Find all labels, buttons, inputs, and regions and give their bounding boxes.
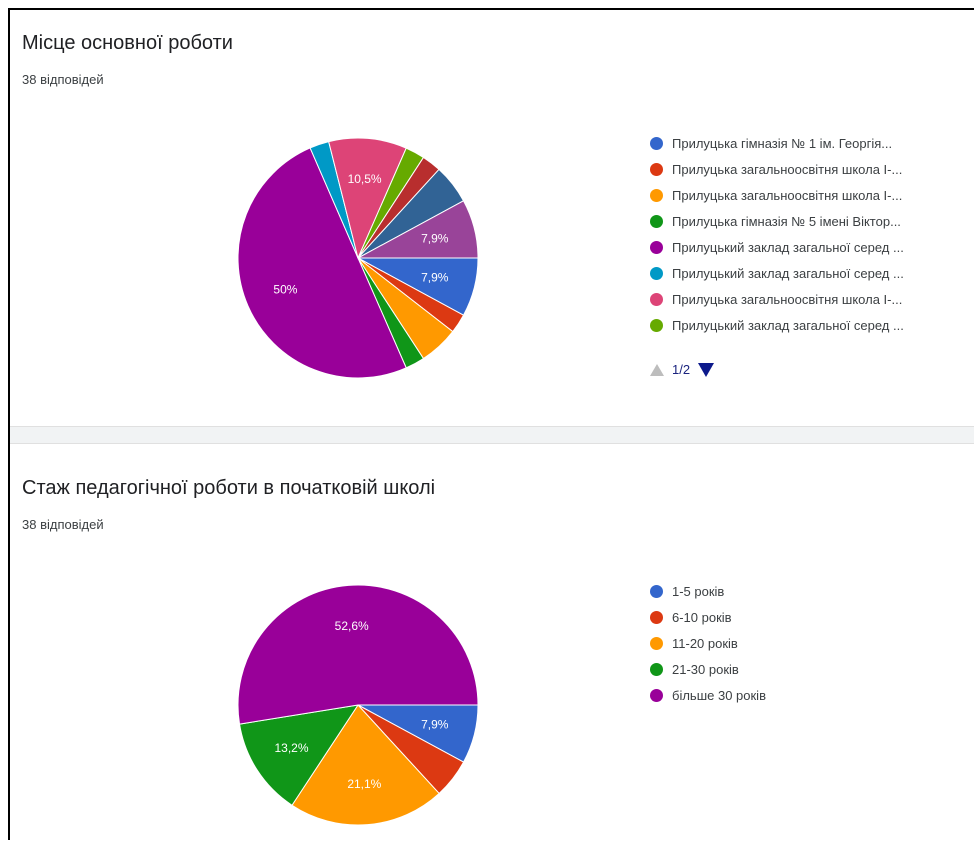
- response-count: 38 відповідей: [22, 517, 104, 532]
- legend-item[interactable]: Прилуцька загальноосвітня школа І-...: [650, 156, 968, 182]
- slice-label: 52,6%: [335, 619, 369, 633]
- legend-workplace: Прилуцька гімназія № 1 ім. Георгія... При…: [650, 130, 968, 338]
- slice-label: 13,2%: [274, 741, 308, 755]
- legend-label: 6-10 років: [672, 609, 732, 625]
- legend-item[interactable]: 11-20 років: [650, 630, 968, 656]
- legend-item[interactable]: Прилуцький заклад загальної серед ...: [650, 234, 968, 260]
- slice-label: 7,9%: [421, 232, 449, 246]
- legend-label: Прилуцька гімназія № 1 ім. Георгія...: [672, 135, 893, 151]
- legend-swatch: [650, 136, 663, 150]
- pager-next-icon[interactable]: [698, 362, 715, 377]
- legend-swatch: [650, 636, 663, 650]
- legend-swatch: [650, 662, 663, 676]
- legend-swatch: [650, 610, 663, 624]
- chart-card-workplace: Місце основної роботи 38 відповідей 7,9%…: [10, 10, 974, 426]
- legend-swatch: [650, 318, 663, 332]
- legend-swatch: [650, 162, 663, 176]
- legend-label: Прилуцька загальноосвітня школа І-...: [672, 291, 903, 307]
- legend-item[interactable]: 21-30 років: [650, 656, 968, 682]
- legend-item[interactable]: Прилуцька загальноосвітня школа І-...: [650, 286, 968, 312]
- pager-page: 1/2: [672, 362, 691, 377]
- legend-swatch: [650, 214, 663, 228]
- legend-label: Прилуцька гімназія № 5 імені Віктор...: [672, 213, 901, 229]
- pie-slice[interactable]: [357, 200, 479, 259]
- legend-swatch: [650, 584, 663, 598]
- legend-label: Прилуцький заклад загальної серед ...: [672, 239, 904, 255]
- card-separator: [10, 426, 974, 444]
- legend-item[interactable]: 6-10 років: [650, 604, 968, 630]
- chart-title: Місце основної роботи: [22, 32, 233, 54]
- slice-label: 50%: [273, 283, 297, 297]
- slice-label: 21,1%: [347, 777, 381, 791]
- legend-swatch: [650, 240, 663, 254]
- legend-label: Прилуцька загальноосвітня школа І-...: [672, 187, 903, 203]
- response-count: 38 відповідей: [22, 72, 104, 87]
- page-frame: [8, 8, 974, 840]
- pie-slice[interactable]: [237, 584, 479, 725]
- legend-item[interactable]: більше 30 років: [650, 682, 968, 708]
- slice-label: 7,9%: [421, 717, 449, 731]
- legend-item[interactable]: Прилуцький заклад загальної серед ...: [650, 312, 968, 338]
- legend-label: Прилуцький заклад загальної серед ...: [672, 317, 904, 333]
- legend-swatch: [650, 188, 663, 202]
- chart-card-experience: Стаж педагогічної роботи в початковій шк…: [10, 443, 974, 840]
- legend-swatch: [650, 688, 663, 702]
- legend-label: більше 30 років: [672, 687, 766, 703]
- legend-label: Прилуцький заклад загальної серед ...: [672, 265, 904, 281]
- pie-slice[interactable]: [291, 704, 440, 826]
- legend-item[interactable]: Прилуцька загальноосвітня школа І-...: [650, 182, 968, 208]
- slice-label: 10,5%: [348, 172, 382, 186]
- legend-pager: 1/2: [650, 362, 715, 377]
- legend-experience: 1-5 років 6-10 років 11-20 років 21-30 рокі…: [650, 578, 968, 708]
- pie-slice[interactable]: [328, 137, 407, 260]
- legend-item[interactable]: Прилуцький заклад загальної серед ...: [650, 260, 968, 286]
- legend-item[interactable]: Прилуцька гімназія № 1 ім. Георгія...: [650, 130, 968, 156]
- legend-swatch: [650, 292, 663, 306]
- legend-label: Прилуцька загальноосвітня школа І-...: [672, 161, 903, 177]
- pie-chart-workplace: 7,9% 50% 10,5% 7,9%: [237, 137, 479, 379]
- legend-label: 21-30 років: [672, 661, 739, 677]
- legend-label: 1-5 років: [672, 583, 725, 599]
- pie-slice[interactable]: [237, 147, 407, 379]
- legend-item[interactable]: 1-5 років: [650, 578, 968, 604]
- legend-label: 11-20 років: [672, 635, 738, 651]
- legend-swatch: [650, 266, 663, 280]
- chart-title: Стаж педагогічної роботи в початковій шк…: [22, 477, 436, 499]
- legend-item[interactable]: Прилуцька гімназія № 5 імені Віктор...: [650, 208, 968, 234]
- slice-label: 7,9%: [421, 270, 449, 284]
- pager-prev-icon[interactable]: [650, 363, 664, 376]
- pie-chart-experience: 7,9% 21,1% 13,2% 52,6%: [237, 584, 479, 826]
- pie-slice[interactable]: [238, 704, 360, 806]
